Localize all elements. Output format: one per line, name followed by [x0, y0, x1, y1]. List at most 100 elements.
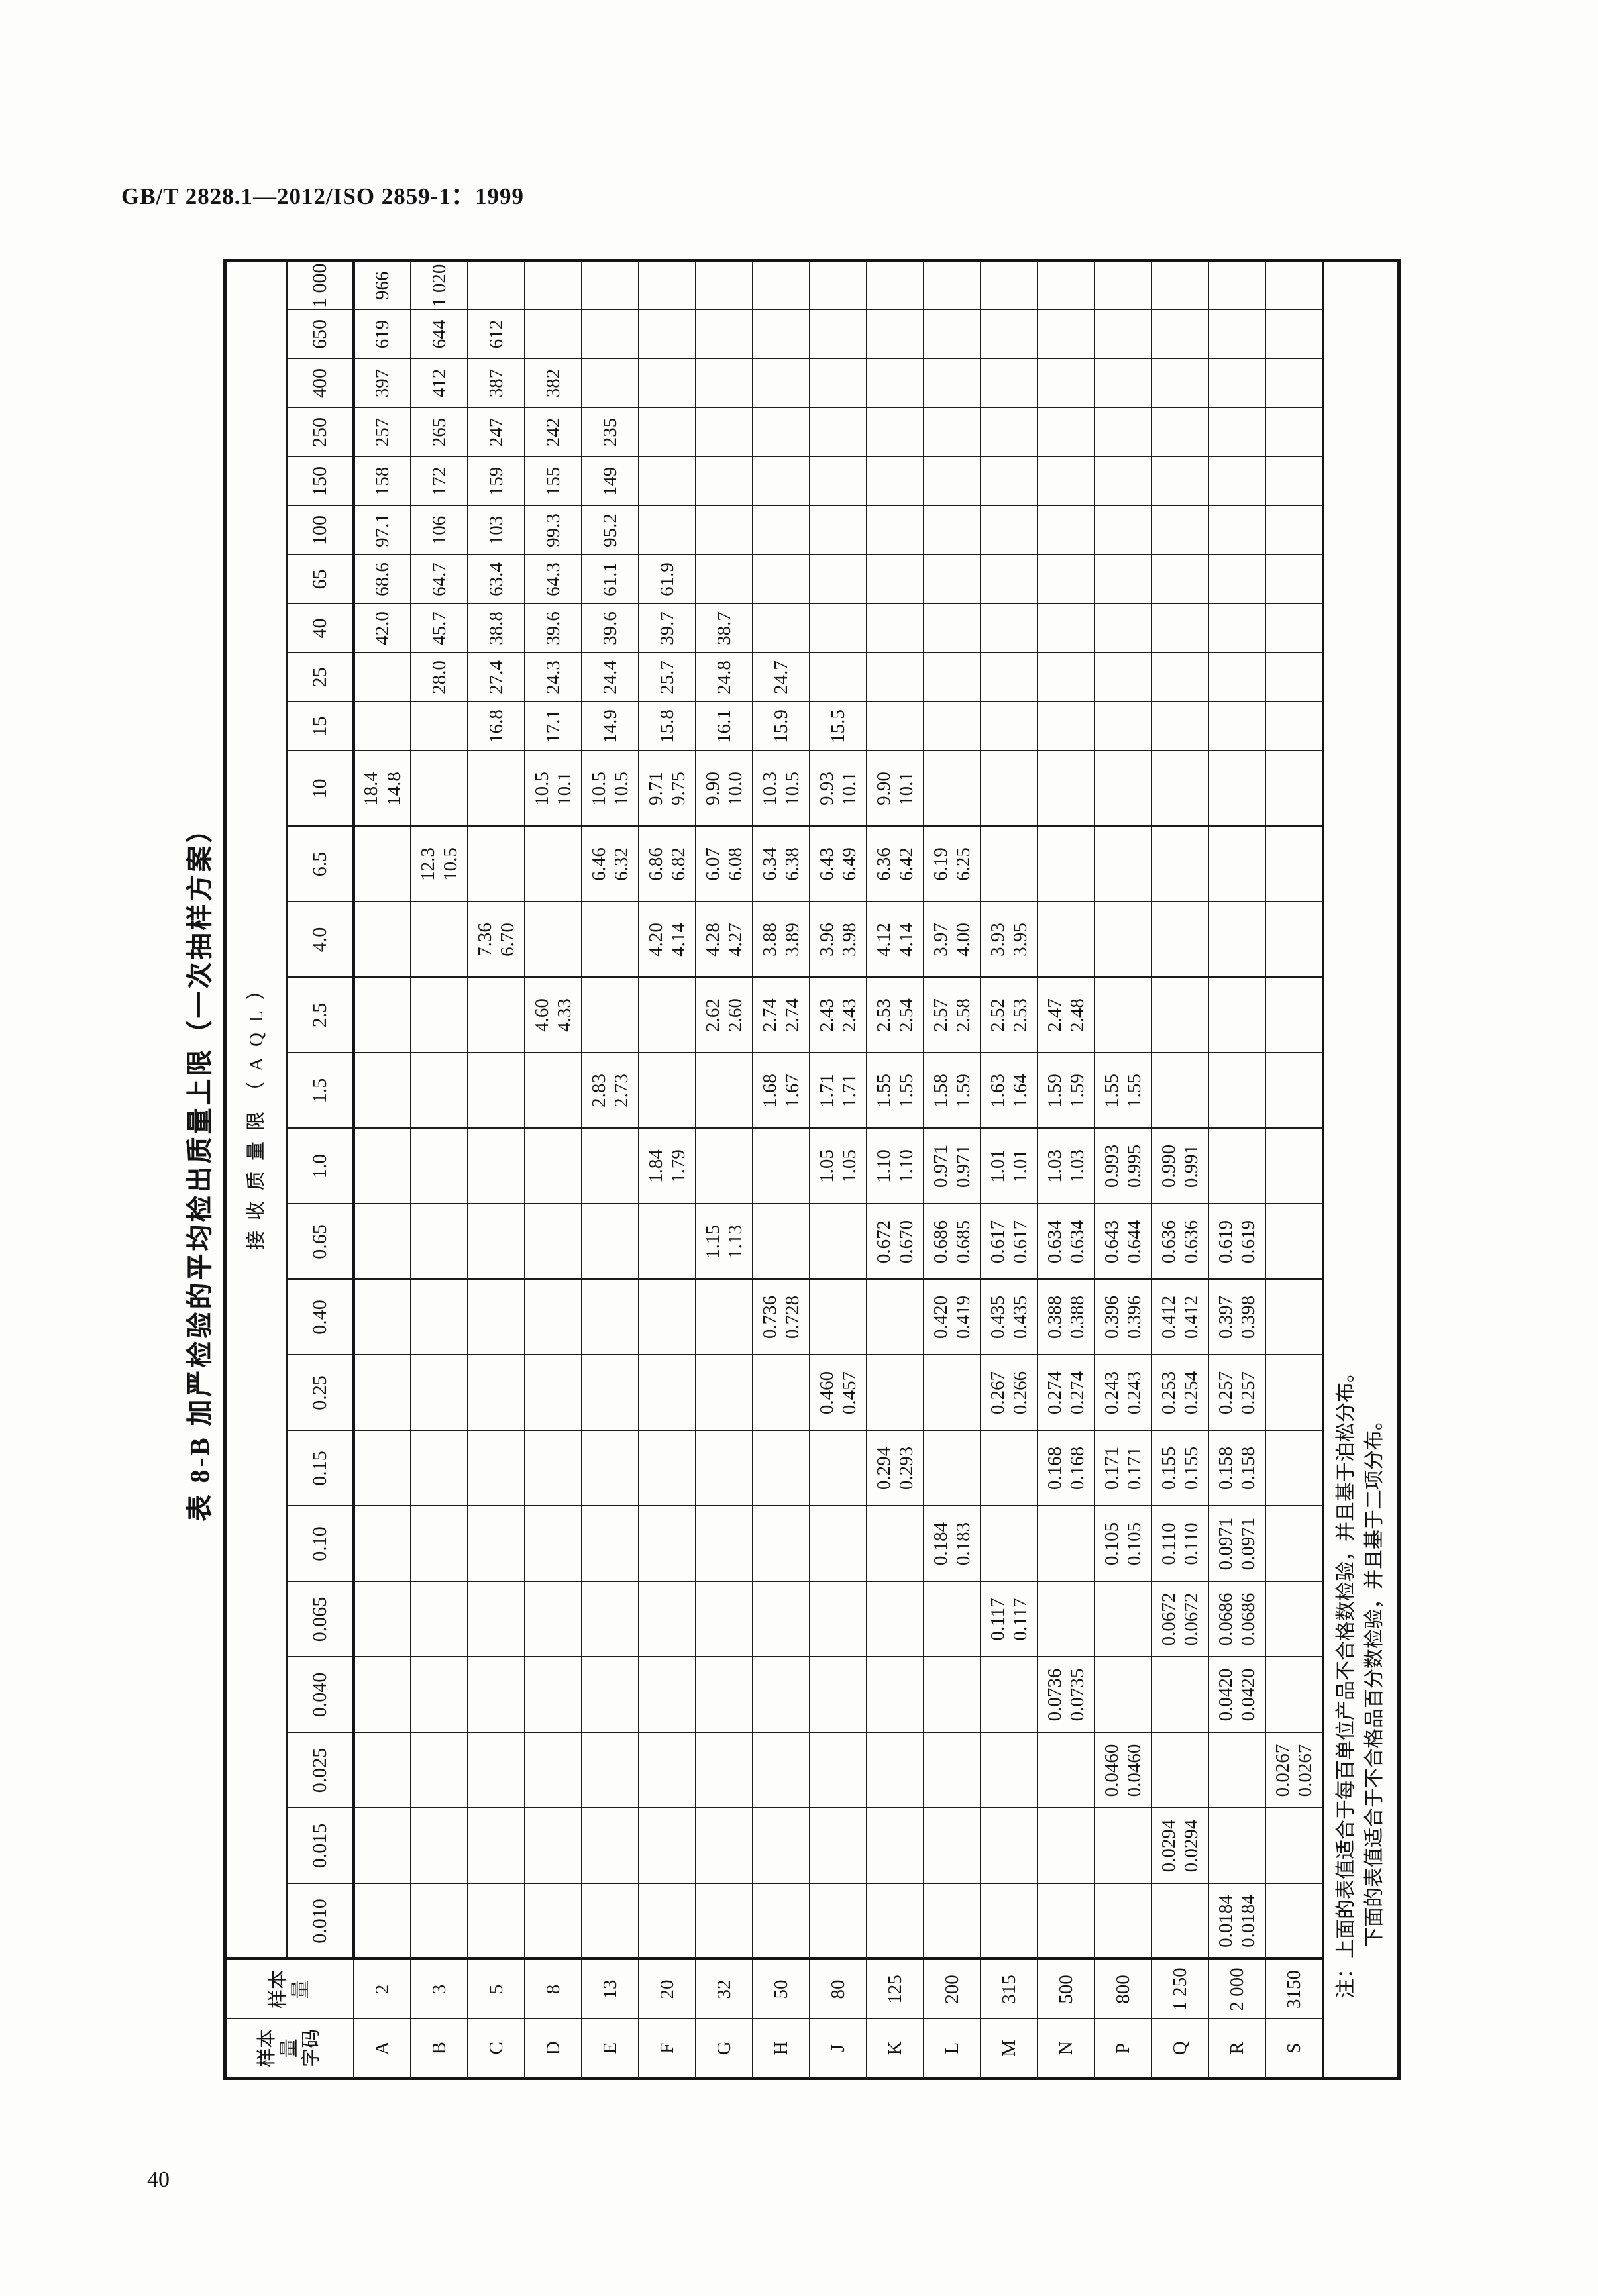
cell-C-1.5: [468, 1053, 525, 1129]
cell-J-150: [810, 456, 867, 506]
cell-Q-65: [1151, 554, 1208, 604]
cell-R-10: [1208, 751, 1265, 827]
cell-C-150: 159: [468, 456, 525, 506]
code-F: F: [639, 2018, 696, 2079]
cell-K-0.15: 0.294 0.293: [867, 1430, 924, 1506]
cell-P-10: [1094, 751, 1151, 827]
cell-S-4.0: [1265, 902, 1322, 978]
code-Q: Q: [1151, 2018, 1208, 2079]
cell-F-10: 9.71 9.75: [639, 751, 696, 827]
cell-P-6.5: [1094, 826, 1151, 902]
cell-L-1000: [924, 260, 981, 310]
cell-D-15: 17.1: [525, 702, 582, 751]
cell-G-0.65: 1.15 1.13: [696, 1204, 753, 1280]
cell-J-0.065: [810, 1581, 867, 1657]
cell-R-2.5: [1208, 977, 1265, 1053]
cell-N-40: [1038, 603, 1094, 653]
code-A: A: [354, 2018, 411, 2079]
cell-H-0.010: [753, 1883, 810, 1959]
code-R: R: [1208, 2018, 1265, 2079]
cell-F-0.10: [639, 1506, 696, 1582]
cell-M-1000: [981, 260, 1038, 310]
cell-D-0.010: [525, 1883, 582, 1959]
cell-S-0.25: [1265, 1355, 1322, 1431]
cell-Q-0.015: 0.0294 0.0294: [1151, 1808, 1208, 1884]
cell-P-65: [1094, 554, 1151, 604]
cell-D-250: 242: [525, 407, 582, 457]
cell-M-400: [981, 358, 1038, 408]
cell-R-100: [1208, 505, 1265, 555]
size-M: 315: [981, 1959, 1038, 2019]
cell-A-40: 42.0: [354, 603, 411, 653]
cell-L-1.5: 1.58 1.59: [924, 1053, 981, 1129]
cell-E-25: 24.4: [582, 652, 639, 702]
cell-Q-0.40: 0.412 0.412: [1151, 1279, 1208, 1355]
cell-R-0.25: 0.257 0.257: [1208, 1355, 1265, 1431]
cell-F-0.065: [639, 1581, 696, 1657]
cell-J-25: [810, 652, 867, 702]
cell-Q-40: [1151, 603, 1208, 653]
cell-D-40: 39.6: [525, 603, 582, 653]
cell-C-2.5: [468, 977, 525, 1053]
aql-value-4.0: 4.0: [287, 902, 354, 978]
cell-L-0.15: [924, 1430, 981, 1506]
cell-S-0.15: [1265, 1430, 1322, 1506]
cell-N-65: [1038, 554, 1094, 604]
cell-P-150: [1094, 456, 1151, 506]
cell-N-4.0: [1038, 902, 1094, 978]
cell-R-0.10: 0.0971 0.0971: [1208, 1506, 1265, 1582]
cell-J-0.15: [810, 1430, 867, 1506]
cell-C-0.25: [468, 1355, 525, 1431]
cell-K-0.040: [867, 1657, 924, 1733]
cell-F-0.040: [639, 1657, 696, 1733]
cell-J-10: 9.93 10.1: [810, 751, 867, 827]
cell-F-0.015: [639, 1808, 696, 1884]
cell-B-0.65: [411, 1204, 468, 1280]
cell-M-2.5: 2.52 2.53: [981, 977, 1038, 1053]
cell-M-0.15: [981, 1430, 1038, 1506]
cell-F-65: 61.9: [639, 554, 696, 604]
cell-E-0.40: [582, 1279, 639, 1355]
cell-R-0.010: 0.0184 0.0184: [1208, 1883, 1265, 1959]
cell-K-1.0: 1.10 1.10: [867, 1128, 924, 1204]
cell-H-1000: [753, 260, 810, 310]
aql-value-0.010: 0.010: [287, 1883, 354, 1959]
note-line-2: 下面的表值适合于不合格品百分数检验，并且基于二项分布。: [1363, 1410, 1385, 1947]
cell-D-650: [525, 309, 582, 359]
cell-P-0.065: [1094, 1581, 1151, 1657]
cell-D-0.015: [525, 1808, 582, 1884]
cell-C-6.5: [468, 826, 525, 902]
cell-B-0.015: [411, 1808, 468, 1884]
cell-P-25: [1094, 652, 1151, 702]
aql-value-150: 150: [287, 456, 354, 506]
cell-S-0.65: [1265, 1204, 1322, 1280]
note-row: 注：上面的表值适合于每百单位产品不合格数检验，并且基于泊松分布。 下面的表值适合…: [1322, 260, 1399, 2079]
cell-C-650: 612: [468, 309, 525, 359]
code-M: M: [981, 2018, 1038, 2079]
cell-L-0.065: [924, 1581, 981, 1657]
aql-value-1.5: 1.5: [287, 1053, 354, 1129]
cell-M-100: [981, 505, 1038, 555]
cell-L-4.0: 3.97 4.00: [924, 902, 981, 978]
cell-R-1.5: [1208, 1053, 1265, 1129]
size-E: 13: [582, 1959, 639, 2019]
cell-F-40: 39.7: [639, 603, 696, 653]
cell-K-25: [867, 652, 924, 702]
cell-M-25: [981, 652, 1038, 702]
cell-S-1.5: [1265, 1053, 1322, 1129]
cell-Q-1.5: [1151, 1053, 1208, 1129]
cell-R-40: [1208, 603, 1265, 653]
cell-S-150: [1265, 456, 1322, 506]
cell-B-0.040: [411, 1657, 468, 1733]
cell-J-0.015: [810, 1808, 867, 1884]
cell-A-400: 397: [354, 358, 411, 408]
cell-H-0.040: [753, 1657, 810, 1733]
cell-N-250: [1038, 407, 1094, 457]
cell-B-2.5: [411, 977, 468, 1053]
cell-E-2.5: [582, 977, 639, 1053]
cell-L-0.40: 0.420 0.419: [924, 1279, 981, 1355]
cell-A-0.40: [354, 1279, 411, 1355]
cell-G-0.25: [696, 1355, 753, 1431]
cell-B-65: 64.7: [411, 554, 468, 604]
cell-A-0.025: [354, 1732, 411, 1808]
